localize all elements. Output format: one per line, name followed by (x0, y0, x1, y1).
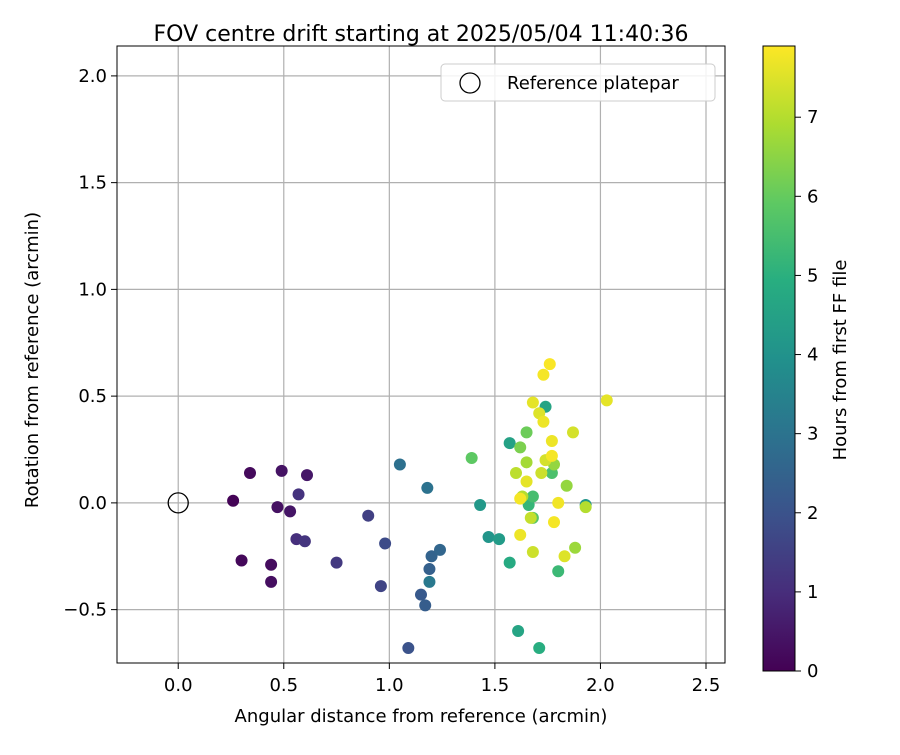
y-axis-label: Rotation from reference (arcmin) (22, 212, 43, 508)
data-point (465, 452, 478, 465)
colorbar-tick-label: 4 (807, 345, 818, 366)
data-point (526, 396, 539, 409)
data-point (524, 511, 537, 524)
data-point (552, 565, 565, 578)
data-point (425, 550, 438, 563)
colorbar-tick-label: 3 (807, 424, 818, 445)
data-point (292, 488, 305, 501)
chart-title: FOV centre drift starting at 2025/05/04 … (154, 22, 689, 47)
data-point (423, 563, 436, 576)
x-axis-label: Angular distance from reference (arcmin) (235, 706, 608, 727)
data-point (600, 394, 613, 407)
y-axis-ticks: −0.5 0.0 0.5 1.0 1.5 2.0 (63, 66, 117, 621)
colorbar-tick-label: 1 (807, 582, 818, 603)
data-point (275, 464, 288, 477)
legend: Reference platepar (440, 63, 716, 102)
data-point (579, 501, 592, 514)
grid-lines (117, 46, 725, 663)
colorbar-tick-label: 7 (807, 107, 818, 128)
data-point (514, 441, 527, 454)
data-point (301, 469, 313, 482)
data-point (537, 368, 550, 381)
data-point (362, 509, 375, 522)
colorbar-ticks: 0 1 2 3 4 5 6 7 (795, 107, 818, 682)
colorbar: 0 1 2 3 4 5 6 7 Hours from first FF file (762, 45, 851, 682)
data-point (503, 556, 516, 569)
y-tick-label: 1.5 (78, 173, 107, 194)
data-point (474, 499, 487, 512)
data-point (271, 501, 284, 514)
colorbar-label: Hours from first FF file (830, 260, 851, 461)
x-tick-label: 1.5 (481, 675, 510, 696)
data-point (520, 475, 533, 488)
data-point (374, 580, 387, 593)
plot-frame (116, 45, 726, 664)
data-point (421, 481, 434, 494)
data-point (552, 496, 565, 509)
data-point (423, 575, 436, 588)
data-point (227, 494, 240, 507)
reference-platepar-marker (167, 492, 189, 514)
data-point (415, 588, 427, 601)
x-tick-label: 0.5 (269, 675, 298, 696)
data-point (526, 490, 539, 503)
data-point (545, 449, 558, 462)
data-point (244, 466, 256, 479)
data-point (520, 456, 533, 469)
data-point (393, 458, 406, 471)
colorbar-tick-label: 2 (807, 503, 818, 524)
colorbar-tick-label: 0 (807, 661, 818, 682)
x-tick-label: 0.0 (164, 675, 193, 696)
data-point (535, 466, 548, 479)
y-tick-label: −0.5 (63, 600, 107, 621)
data-point (569, 541, 582, 554)
data-point (284, 505, 297, 518)
y-tick-label: 2.0 (78, 66, 107, 87)
data-point (548, 516, 560, 529)
x-tick-label: 2.0 (586, 675, 615, 696)
data-point (482, 531, 495, 544)
x-tick-label: 2.5 (692, 675, 721, 696)
data-point (402, 642, 415, 655)
y-tick-label: 1.0 (78, 279, 107, 300)
data-point (510, 466, 522, 479)
data-points (227, 358, 613, 655)
data-point (545, 434, 558, 447)
data-point (298, 535, 311, 548)
data-point (265, 558, 278, 571)
data-point (512, 624, 525, 637)
y-tick-label: 0.0 (78, 493, 107, 514)
legend-reference-marker (459, 72, 481, 94)
y-tick-label: 0.5 (78, 386, 107, 407)
data-point (235, 554, 248, 567)
data-point (434, 543, 446, 556)
x-tick-label: 1.0 (375, 675, 404, 696)
data-point (503, 437, 516, 450)
data-point (533, 642, 546, 655)
colorbar-gradient (762, 45, 796, 672)
colorbar-tick-label: 5 (807, 265, 818, 286)
data-point (560, 479, 573, 492)
data-point (567, 426, 579, 439)
data-point (526, 545, 539, 558)
data-point (558, 550, 571, 563)
data-point (265, 575, 278, 588)
data-point (379, 537, 392, 550)
reference-marker-layer (167, 492, 189, 514)
legend-box (440, 63, 716, 102)
colorbar-tick-label: 6 (807, 186, 818, 207)
data-point (514, 528, 527, 541)
data-point (514, 492, 527, 505)
data-point (543, 358, 556, 371)
data-point (419, 599, 432, 612)
data-point (520, 426, 533, 439)
data-point (493, 533, 506, 546)
x-axis-ticks: 0.0 0.5 1.0 1.5 2.0 2.5 (164, 663, 720, 696)
data-point (330, 556, 343, 569)
data-point (537, 415, 550, 428)
legend-entry-label: Reference platepar (507, 73, 679, 94)
